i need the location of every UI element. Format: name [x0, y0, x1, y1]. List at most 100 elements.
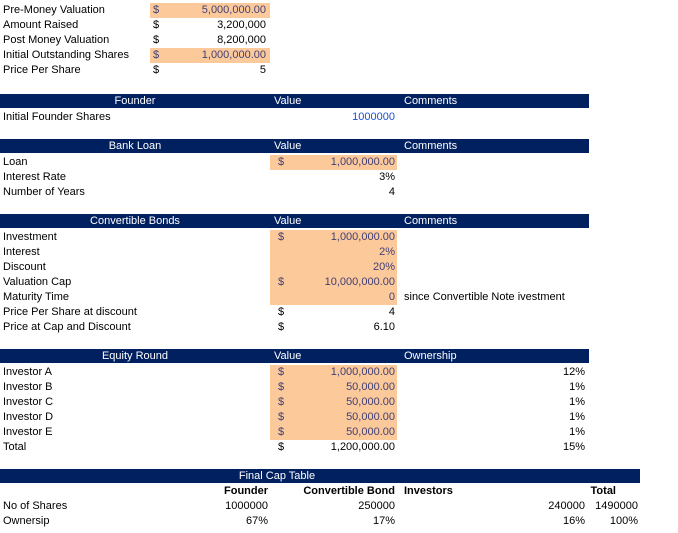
input-cell-fill [270, 290, 397, 305]
third-header: Ownership [404, 350, 457, 362]
ownership-value: 1% [569, 426, 585, 438]
row-label: Number of Years [3, 186, 85, 198]
bond-value: 17% [372, 515, 395, 527]
section-header [0, 94, 589, 108]
cell-value[interactable]: 1,000,000.00 [330, 231, 395, 243]
section-title: Convertible Bonds [90, 215, 180, 227]
row-label: Valuation Cap [3, 276, 72, 288]
cell-value[interactable]: 1,000,000.00 [201, 49, 266, 61]
currency-symbol: $ [278, 441, 285, 453]
cell-value[interactable]: 50,000.00 [346, 411, 395, 423]
row-label: Initial Founder Shares [3, 111, 111, 123]
currency-symbol: $ [278, 396, 285, 408]
row-label: Loan [3, 156, 28, 168]
input-cell-fill [270, 230, 397, 245]
row-label: Post Money Valuation [3, 34, 110, 46]
cell-value[interactable]: 1000000 [352, 111, 395, 123]
col-total: Total [590, 485, 616, 497]
row-label: Investor B [3, 381, 53, 393]
currency-symbol: $ [278, 411, 285, 423]
input-cell-fill [270, 380, 397, 395]
input-cell-fill [270, 395, 397, 410]
row-label: Price at Cap and Discount [3, 321, 131, 333]
cell-value[interactable]: 2% [379, 246, 395, 258]
input-cell-fill [270, 410, 397, 425]
bond-value: 250000 [358, 500, 395, 512]
row-label: Price Per Share [3, 64, 81, 76]
cell-value[interactable]: 3,200,000 [217, 19, 266, 31]
cell-value[interactable]: 5 [259, 64, 266, 76]
input-cell-fill [270, 260, 397, 275]
investors-value: 16% [562, 515, 585, 527]
cell-value[interactable]: 50,000.00 [346, 426, 395, 438]
third-header: Comments [404, 215, 458, 227]
section-title: Bank Loan [108, 140, 162, 152]
cell-value[interactable]: 8,200,000 [217, 34, 266, 46]
third-header: Comments [404, 140, 458, 152]
currency-symbol: $ [278, 426, 285, 438]
currency-symbol: $ [278, 381, 285, 393]
cell-value[interactable]: 4 [388, 306, 395, 318]
cap-table-header [0, 469, 640, 483]
row-label: Investor D [3, 411, 54, 423]
cell-value[interactable]: 3% [379, 171, 395, 183]
row-label: Interest [3, 246, 40, 258]
row-label: Investor E [3, 426, 53, 438]
cell-value[interactable]: 0 [388, 291, 395, 303]
row-label: Initial Outstanding Shares [3, 49, 129, 61]
input-cell-fill [150, 48, 270, 63]
value-header: Value [274, 215, 302, 227]
cell-value[interactable]: 6.10 [373, 321, 395, 333]
total-value: 1490000 [595, 500, 638, 512]
ownership-value: 1% [569, 411, 585, 423]
cell-value[interactable]: 50,000.00 [346, 381, 395, 393]
cell-value[interactable]: 1,000,000.00 [330, 366, 395, 378]
row-label: Price Per Share at discount [3, 306, 137, 318]
input-cell-fill [270, 275, 397, 290]
cell-value[interactable]: 1,200,000.00 [330, 441, 395, 453]
currency-symbol: $ [278, 321, 285, 333]
cell-value[interactable]: 5,000,000.00 [201, 4, 266, 16]
currency-symbol: $ [153, 19, 160, 31]
currency-symbol: $ [278, 156, 285, 168]
section-header [0, 139, 589, 153]
currency-symbol: $ [153, 4, 160, 16]
row-label: No of Shares [3, 500, 68, 512]
cell-value[interactable]: 4 [388, 186, 395, 198]
input-cell-fill [270, 245, 397, 260]
input-cell-fill [150, 3, 270, 18]
row-label: Investment [3, 231, 57, 243]
founder-value: 67% [245, 515, 268, 527]
input-cell-fill [270, 155, 397, 170]
row-label: Maturity Time [3, 291, 70, 303]
cell-value[interactable]: 10,000,000.00 [324, 276, 395, 288]
currency-symbol: $ [278, 306, 285, 318]
ownership-value: 1% [569, 381, 585, 393]
input-cell-fill [270, 365, 397, 380]
cell-value[interactable]: 20% [372, 261, 395, 273]
row-label: Discount [3, 261, 46, 273]
col-founder: Founder [224, 485, 268, 497]
ownership-value: 1% [569, 396, 585, 408]
third-header: Comments [404, 95, 458, 107]
section-header [0, 349, 589, 363]
ownership-value: 12% [562, 366, 585, 378]
cell-value[interactable]: 50,000.00 [346, 396, 395, 408]
row-label: Investor A [3, 366, 52, 378]
value-header: Value [274, 140, 302, 152]
row-label: Interest Rate [3, 171, 66, 183]
cell-value[interactable]: 1,000,000.00 [330, 156, 395, 168]
currency-symbol: $ [278, 276, 285, 288]
col-investors: Investors [404, 485, 453, 497]
currency-symbol: $ [153, 34, 160, 46]
investors-value: 240000 [548, 500, 585, 512]
row-label: Investor C [3, 396, 54, 408]
row-label: Pre-Money Valuation [3, 4, 105, 16]
comment: since Convertible Note ivestment [404, 291, 565, 303]
currency-symbol: $ [153, 64, 160, 76]
cap-table-title: Final Cap Table [238, 470, 316, 482]
section-title: Founder [114, 95, 156, 107]
currency-symbol: $ [278, 231, 285, 243]
currency-symbol: $ [153, 49, 160, 61]
founder-value: 1000000 [225, 500, 268, 512]
